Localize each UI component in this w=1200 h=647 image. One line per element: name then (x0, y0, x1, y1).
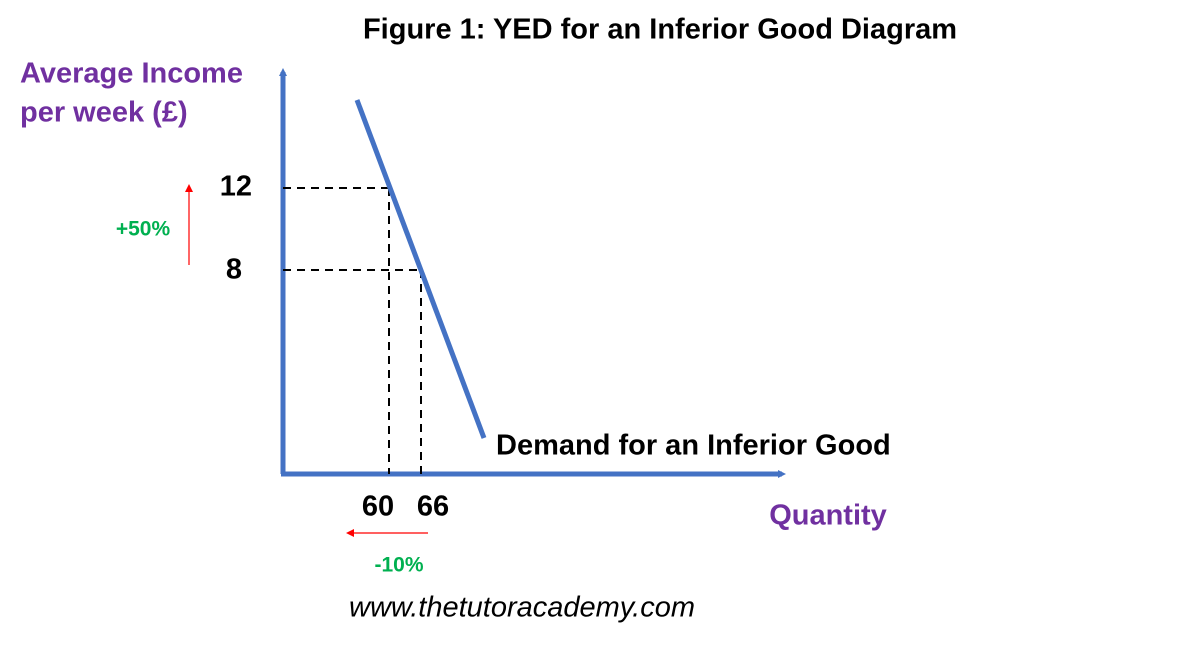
income-change: +50% (116, 218, 171, 241)
footer: www.thetutoracademy.com (349, 592, 695, 624)
demand-curve (354, 99, 487, 439)
x-axis-label: Quantity (769, 500, 887, 532)
title: Figure 1: YED for an Inferior Good Diagr… (363, 14, 957, 46)
y-tick-label: 12 (220, 171, 252, 203)
x-tick-label: 66 (417, 491, 449, 523)
x-tick-label: 60 (362, 491, 394, 523)
quantity-change: -10% (374, 554, 423, 577)
y-tick-label: 8 (226, 254, 242, 286)
curve-label: Demand for an Inferior Good (496, 430, 891, 462)
guides (283, 187, 422, 474)
y-axis-label: per week (£) (20, 97, 188, 129)
y-axis-label: Average Income (20, 58, 243, 90)
